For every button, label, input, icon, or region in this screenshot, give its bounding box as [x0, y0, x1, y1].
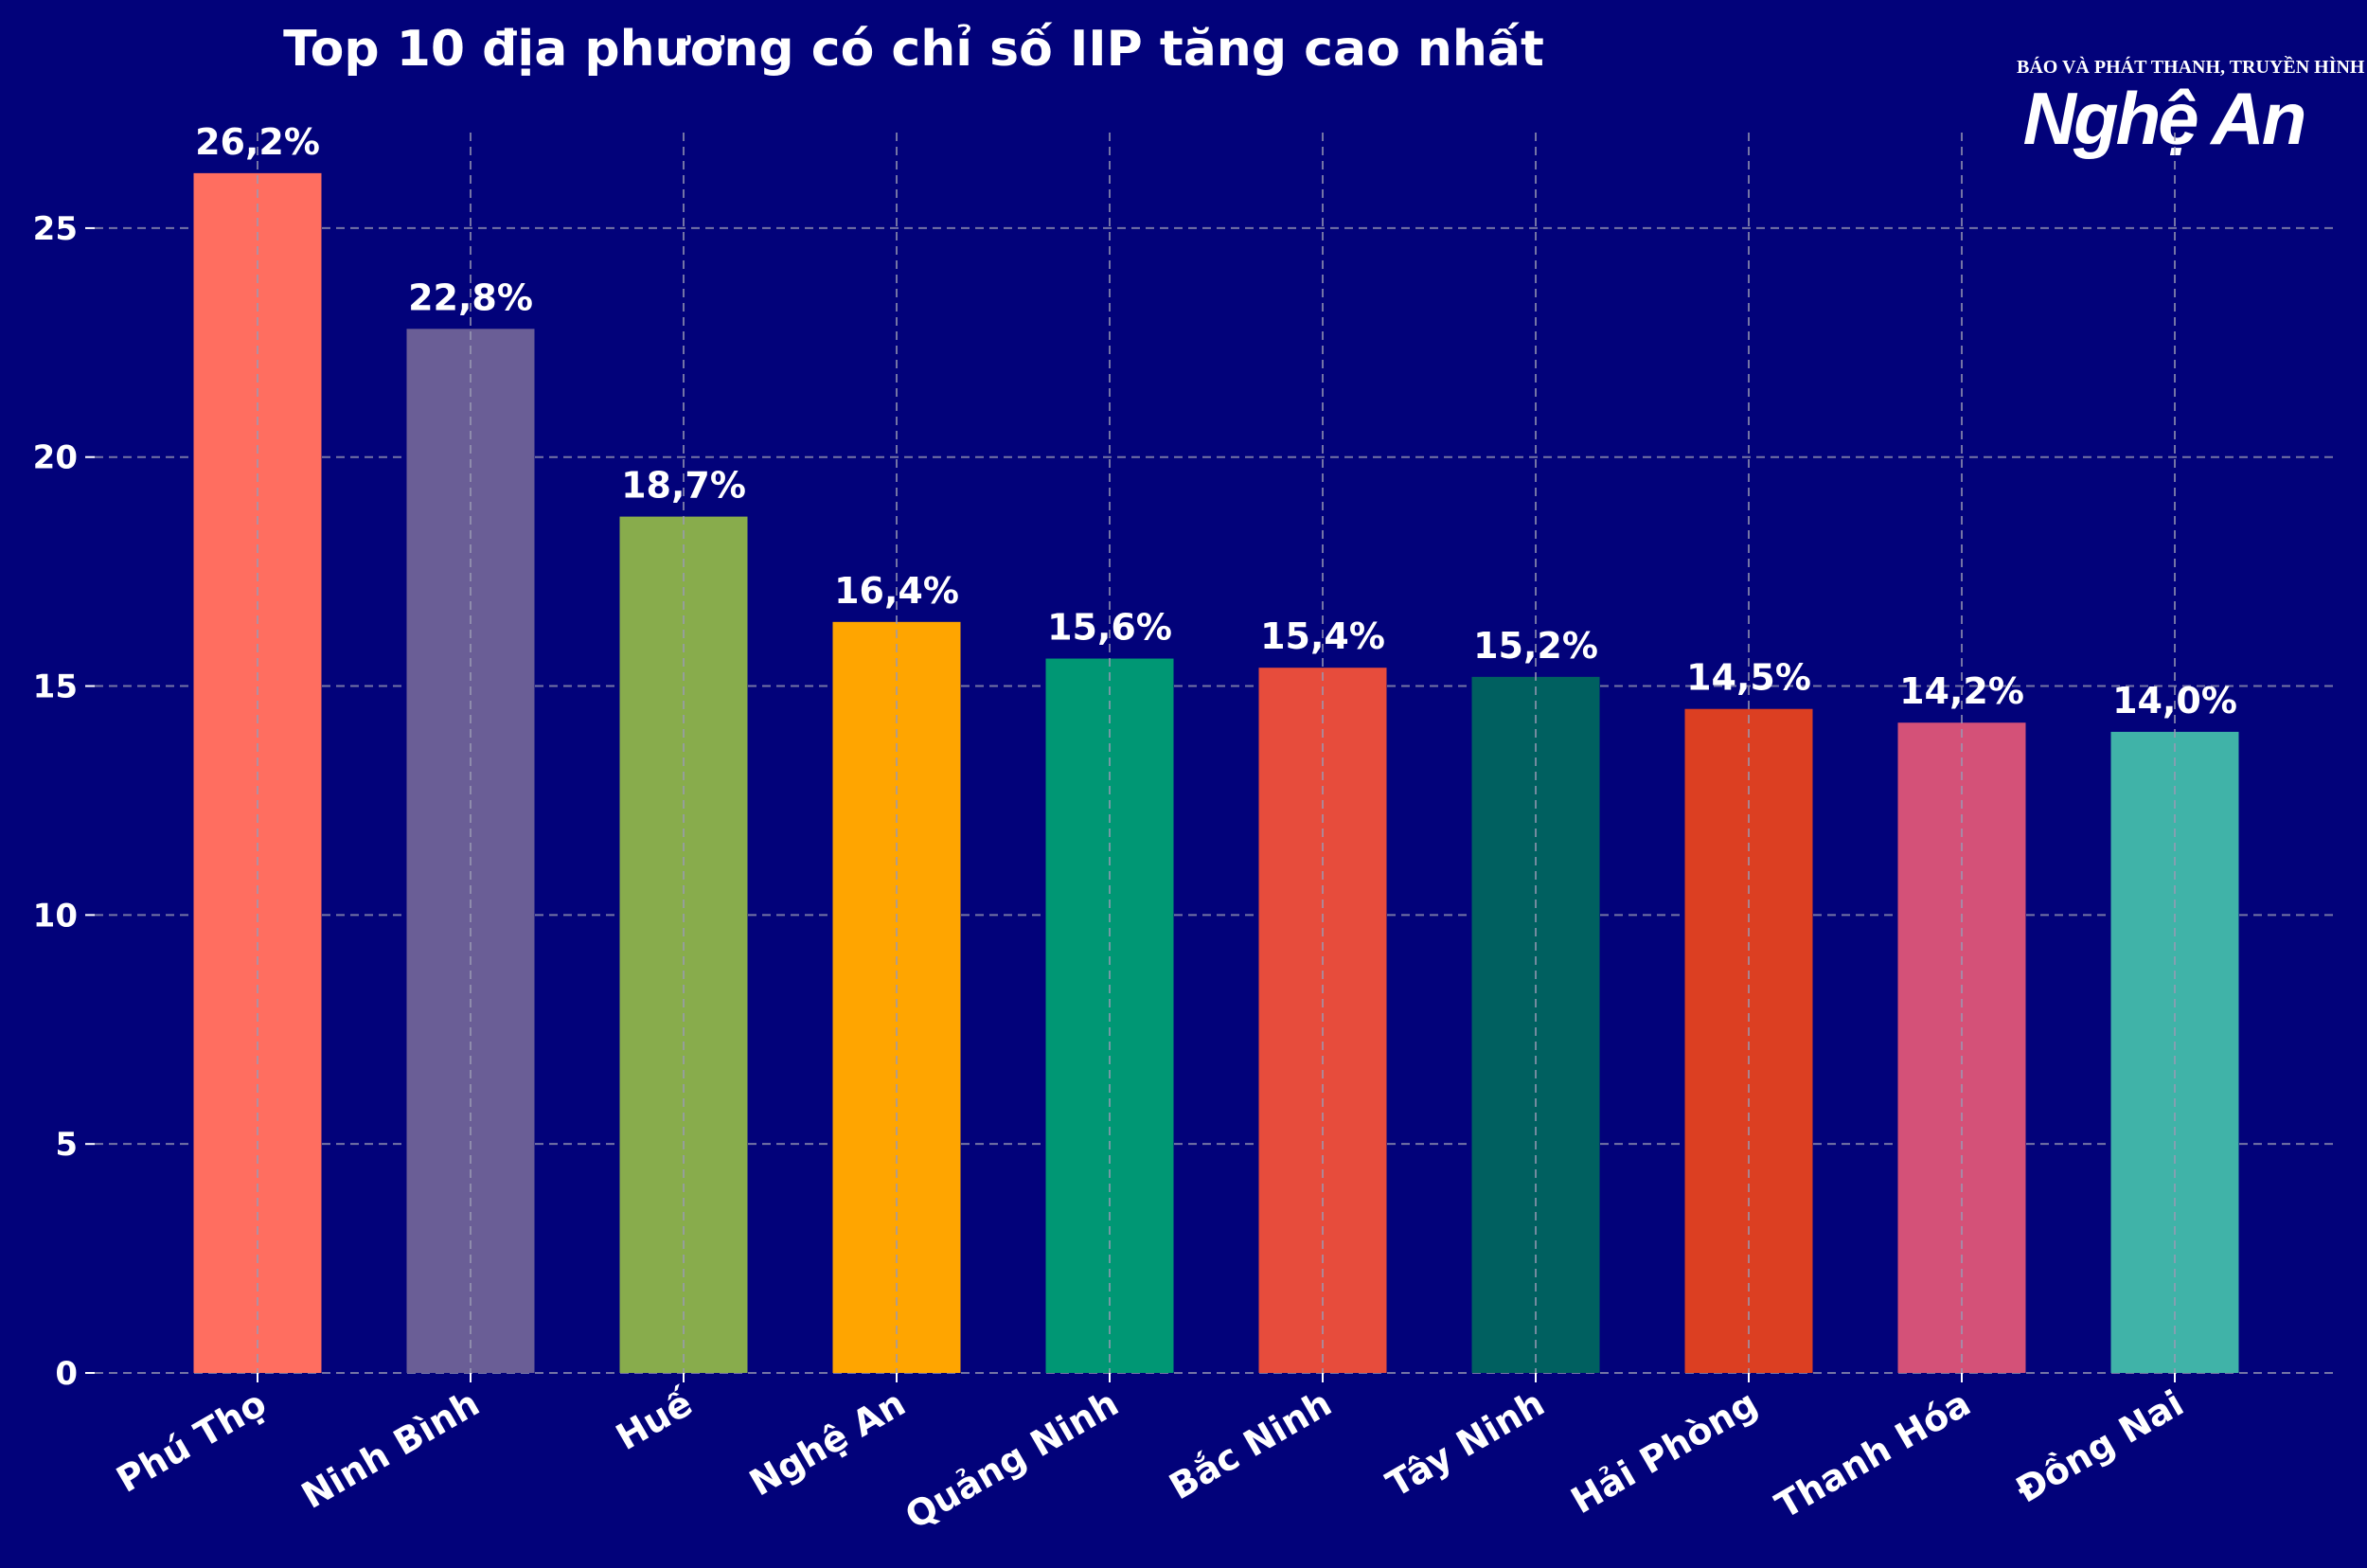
data-label: 14,5% [1686, 657, 1811, 699]
x-tick-label: Phú Thọ [110, 1382, 274, 1501]
bars [193, 172, 2239, 1374]
y-tick-label: 15 [33, 668, 78, 706]
x-grid-overlay [257, 133, 2176, 1373]
x-tick-label: Nghệ An [742, 1382, 912, 1505]
y-tick-label: 0 [55, 1355, 78, 1393]
bar [2110, 731, 2239, 1373]
x-tick-label: Tây Ninh [1379, 1382, 1552, 1506]
y-tick-label: 20 [33, 439, 78, 477]
data-labels: 26,2% 22,8% 18,7% 16,4% 15,6% 15,4% 15,2% 14,5%… [195, 121, 2237, 722]
data-label: 14,0% [2112, 680, 2237, 722]
logo-tagline: BÁO VÀ PHÁT THANH, TRUYỀN HÌNH [2017, 57, 2365, 78]
bar [1471, 676, 1600, 1373]
x-tick-label: Đồng Nai [2009, 1382, 2191, 1511]
y-axis: 0 5 10 15 20 25 [33, 210, 95, 1393]
x-tick-label: Bắc Ninh [1163, 1382, 1339, 1508]
x-tick-label: Hải Phòng [1564, 1382, 1765, 1523]
x-tick-label: Quảng Ninh [899, 1382, 1126, 1538]
y-tick-label: 5 [55, 1126, 78, 1164]
data-label: 22,8% [408, 276, 533, 318]
data-label: 18,7% [621, 465, 746, 507]
data-label: 16,4% [834, 570, 959, 612]
data-label: 15,4% [1260, 615, 1385, 657]
y-tick-label: 10 [33, 897, 78, 935]
data-label: 26,2% [195, 121, 320, 163]
brand-logo: BÁO VÀ PHÁT THANH, TRUYỀN HÌNH Nghệ An [2017, 57, 2365, 160]
data-label: 15,6% [1047, 607, 1172, 649]
x-tick-label: Thanh Hóa [1769, 1382, 1978, 1527]
x-tick-label: Huế [609, 1381, 700, 1458]
data-label: 15,2% [1473, 625, 1598, 667]
chart-title: Top 10 địa phương có chỉ số IIP tăng cao… [283, 21, 1544, 78]
y-tick-label: 25 [33, 210, 78, 248]
data-label: 14,2% [1899, 670, 2024, 712]
x-tick-label: Ninh Bình [294, 1382, 486, 1517]
logo-name: Nghệ An [2022, 77, 2307, 160]
